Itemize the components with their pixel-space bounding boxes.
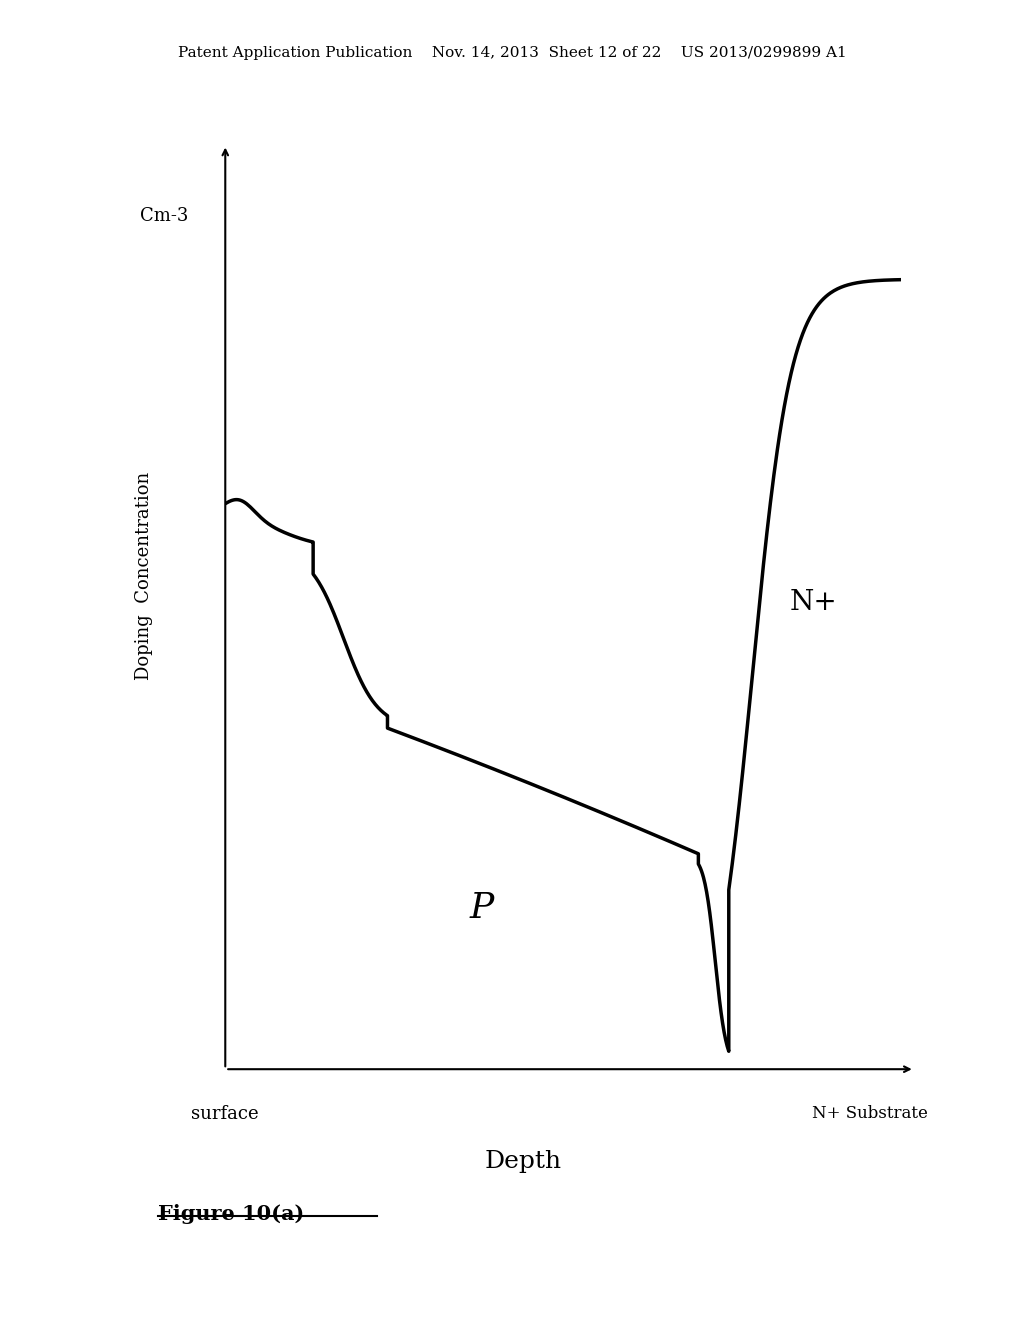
Text: N+ Substrate: N+ Substrate — [812, 1105, 928, 1122]
Text: Figure 10(a): Figure 10(a) — [158, 1204, 304, 1224]
Text: surface: surface — [191, 1105, 259, 1123]
Text: Patent Application Publication    Nov. 14, 2013  Sheet 12 of 22    US 2013/02998: Patent Application Publication Nov. 14, … — [177, 46, 847, 61]
Text: N+: N+ — [790, 589, 838, 616]
Text: P: P — [470, 891, 495, 924]
Text: Depth: Depth — [484, 1150, 561, 1173]
Text: Cm-3: Cm-3 — [140, 207, 188, 226]
Text: Doping  Concentration: Doping Concentration — [135, 471, 154, 680]
